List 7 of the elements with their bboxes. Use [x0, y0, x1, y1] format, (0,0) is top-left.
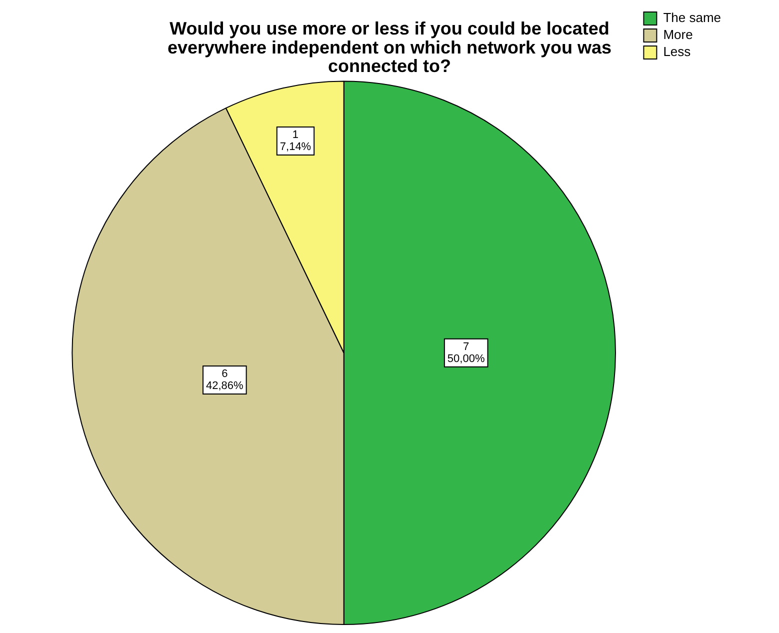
legend-label: The same: [663, 10, 722, 26]
text: Would you use more or less if you could be located everywhere independent on which network you was connected to?: [167, 18, 612, 76]
legend-label: Less: [663, 44, 692, 60]
data-label: 7 50,00%: [447, 340, 485, 365]
legend-label: More: [663, 27, 693, 42]
data-label: 6 42,86%: [206, 368, 244, 392]
data-label: 1 7,14%: [280, 129, 312, 154]
